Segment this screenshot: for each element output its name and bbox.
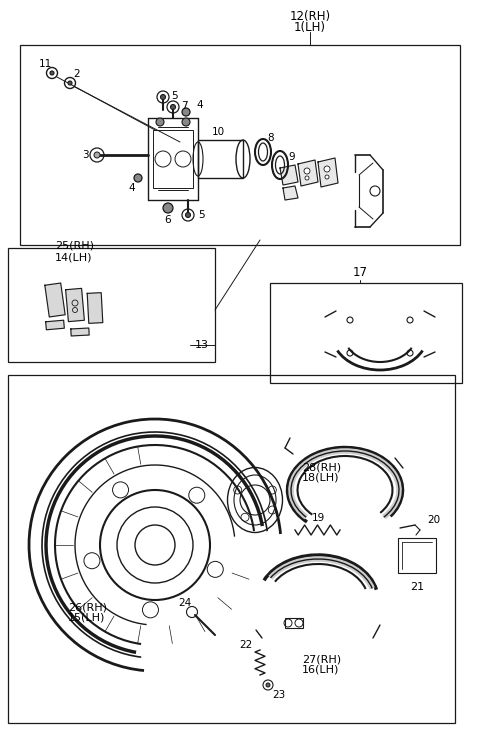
Circle shape [185,213,191,218]
Text: 17: 17 [352,266,368,278]
Text: 14(LH): 14(LH) [55,252,93,262]
Text: 6: 6 [165,215,171,225]
Text: 21: 21 [410,582,424,592]
Circle shape [163,203,173,213]
Circle shape [266,683,270,687]
Circle shape [182,118,190,126]
Circle shape [324,166,330,172]
Text: 18(LH): 18(LH) [302,473,339,483]
Text: 5: 5 [171,91,178,101]
Bar [285,618,303,628]
Circle shape [325,175,329,179]
Text: 28(RH): 28(RH) [302,463,341,473]
Polygon shape [298,160,318,186]
Circle shape [305,176,309,180]
Circle shape [170,105,176,110]
Circle shape [134,174,142,182]
Text: 2: 2 [74,69,80,79]
Polygon shape [280,165,298,185]
Polygon shape [66,289,84,322]
Circle shape [182,108,190,116]
Polygon shape [45,283,65,317]
Bar [270,283,462,383]
Text: 25(RH): 25(RH) [55,241,94,251]
Text: 1(LH): 1(LH) [294,21,326,34]
Circle shape [94,152,100,158]
Text: 16(LH): 16(LH) [302,665,339,675]
Text: 15(LH): 15(LH) [68,612,106,622]
Circle shape [304,168,310,174]
Text: 8: 8 [267,133,274,143]
Bar [198,140,243,178]
Bar [8,375,455,723]
Text: 24: 24 [179,598,192,608]
Text: 3: 3 [82,150,88,160]
Bar [153,130,193,188]
Circle shape [160,94,166,99]
Text: 13: 13 [195,340,209,350]
Text: 20: 20 [427,515,440,525]
Text: 19: 19 [312,513,324,523]
Circle shape [68,81,72,85]
Polygon shape [318,158,338,187]
Text: 27(RH): 27(RH) [302,655,341,665]
Text: 4: 4 [129,183,135,193]
Polygon shape [71,328,89,336]
Polygon shape [87,293,103,323]
Text: 4: 4 [196,100,203,110]
Circle shape [156,118,164,126]
Text: 22: 22 [240,640,253,650]
Text: 10: 10 [211,127,225,137]
Text: 9: 9 [288,152,295,162]
Polygon shape [46,320,64,330]
Text: 23: 23 [272,690,285,700]
Circle shape [50,71,54,75]
Text: 26(RH): 26(RH) [68,602,107,612]
Text: 11: 11 [38,59,52,69]
Bar [8,248,215,362]
Bar [20,45,460,245]
Text: 12(RH): 12(RH) [289,10,331,23]
Polygon shape [283,186,298,200]
Text: 5: 5 [198,210,204,220]
Bar [398,538,436,573]
Text: 7: 7 [181,101,188,111]
